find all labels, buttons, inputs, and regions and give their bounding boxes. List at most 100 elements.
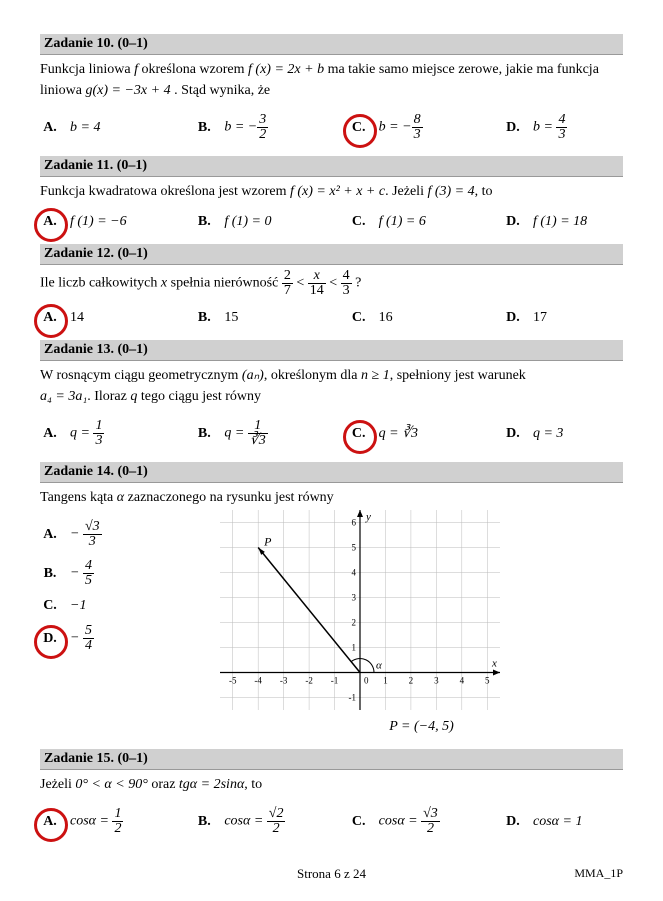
option-a[interactable]: A.− √33 [40, 520, 160, 549]
expr: f (x) = x² + x + c [290, 184, 385, 199]
opt-text: cosα = √22 [224, 807, 285, 836]
option-a[interactable]: A.14 [40, 310, 160, 326]
option-a[interactable]: A.f (1) = −6 [40, 214, 160, 230]
opt-label: A. [40, 426, 60, 442]
frac: 27 [282, 269, 293, 298]
opt-text: 16 [379, 310, 393, 326]
task-header: Zadanie 15. (0–1) [40, 749, 623, 770]
expr: f (x) = 2x + b [248, 62, 324, 77]
option-d[interactable]: D.q = 3 [503, 426, 623, 442]
opt-text: cosα = √32 [379, 807, 440, 836]
opt-label: D. [503, 120, 523, 136]
option-b[interactable]: B.− 45 [40, 559, 160, 588]
task-header: Zadanie 12. (0–1) [40, 244, 623, 265]
svg-text:2: 2 [352, 618, 357, 628]
opt-text: b = −32 [224, 113, 268, 142]
option-b[interactable]: B.f (1) = 0 [194, 214, 314, 230]
option-c[interactable]: C. 16 [349, 310, 469, 326]
opt-text: f (1) = 18 [533, 214, 587, 230]
option-d[interactable]: D.b = 43 [503, 113, 623, 142]
opt-text: − √33 [70, 520, 102, 549]
option-a[interactable]: A.q = 13 [40, 419, 160, 448]
cond: a₄ = 3a₁ [40, 389, 87, 404]
option-b[interactable]: B.15 [194, 310, 314, 326]
option-a[interactable]: A.b = 4 [40, 120, 160, 136]
cond: f (3) = 4 [427, 184, 474, 199]
text: ? [355, 276, 361, 291]
opt-label: C. [349, 120, 369, 136]
task-14-layout: A.− √33 B.− 45 C.−1 D.− 54 -5-4-3-2-1123… [40, 510, 623, 735]
task-body: Ile liczb całkowitych x spełnia nierówno… [40, 265, 623, 300]
svg-text:α: α [376, 660, 382, 672]
options-row: A.b = 4 B.b = −32 C. b = −83 D.b = 43 [40, 113, 623, 142]
svg-text:4: 4 [352, 568, 357, 578]
text: zaznaczonego na rysunku jest równy [124, 490, 334, 505]
text: , określonym dla [264, 368, 361, 383]
option-d[interactable]: D.17 [503, 310, 623, 326]
text: , to [244, 777, 262, 792]
opt-text: − 45 [70, 559, 94, 588]
svg-text:P: P [263, 535, 272, 549]
opt-label: B. [194, 426, 214, 442]
opt-label: D. [503, 426, 523, 442]
option-b[interactable]: B.q = 1∛3 [194, 419, 314, 448]
option-d[interactable]: D. f (1) = 18 [503, 214, 623, 230]
task-header: Zadanie 11. (0–1) [40, 156, 623, 177]
option-c[interactable]: C. −1 [40, 598, 160, 614]
opt-label: B. [194, 814, 214, 830]
text: Tangens kąta [40, 490, 117, 505]
task-header: Zadanie 13. (0–1) [40, 340, 623, 361]
point-caption: P = (−4, 5) [220, 719, 623, 735]
text: Jeżeli [40, 777, 75, 792]
option-d[interactable]: D.− 54 [40, 624, 160, 653]
doc-code: MMA_1P [574, 866, 623, 881]
text: określona wzorem [138, 62, 248, 77]
option-c[interactable]: C.f (1) = 6 [349, 214, 469, 230]
options-row: A.14 B.15 C. 16 D.17 [40, 310, 623, 326]
svg-text:-2: -2 [305, 676, 313, 686]
text: , to [475, 184, 493, 199]
option-c[interactable]: C.q = ∛3 [349, 425, 469, 442]
svg-text:1: 1 [352, 643, 357, 653]
option-d[interactable]: D.cosα = 1 [503, 814, 623, 830]
options-row: A.f (1) = −6 B.f (1) = 0 C.f (1) = 6 D. f… [40, 214, 623, 230]
task-body: Tangens kąta α zaznaczonego na rysunku j… [40, 483, 623, 510]
opt-text: −1 [70, 598, 86, 614]
svg-text:-5: -5 [229, 676, 237, 686]
text: W rosnącym ciągu geometrycznym [40, 368, 242, 383]
text: Ile liczb całkowitych [40, 276, 161, 291]
text: Funkcja liniowa [40, 62, 134, 77]
text: Funkcja kwadratowa określona jest wzorem [40, 184, 290, 199]
text: . Stąd wynika, że [171, 83, 271, 98]
options-row: A. cosα = 12 B. cosα = √22 C. cosα = √32 D.… [40, 807, 623, 836]
option-a[interactable]: A. cosα = 12 [40, 807, 160, 836]
task-header: Zadanie 14. (0–1) [40, 462, 623, 483]
coordinate-graph: -5-4-3-2-112345-11234560xyPα [220, 510, 500, 710]
opt-label: C. [40, 598, 60, 614]
text: tego ciągu jest równy [137, 389, 261, 404]
task-body: Funkcja liniowa f określona wzorem f (x)… [40, 55, 623, 103]
opt-label: A. [40, 814, 60, 830]
option-b[interactable]: B.b = −32 [194, 113, 314, 142]
option-c[interactable]: C. cosα = √32 [349, 807, 469, 836]
opt-text: − 54 [70, 624, 94, 653]
opt-label: D. [503, 214, 523, 230]
option-b[interactable]: B. cosα = √22 [194, 807, 314, 836]
cond: tgα = 2sinα [179, 777, 244, 792]
frac: x14 [308, 269, 326, 298]
opt-label: C. [349, 814, 369, 830]
opt-text: b = −83 [379, 113, 423, 142]
opt-label: C. [349, 310, 369, 326]
opt-text: q = ∛3 [379, 425, 418, 442]
task-body: Jeżeli 0° < α < 90° oraz tgα = 2sinα, to [40, 770, 623, 797]
opt-text: cosα = 1 [533, 814, 582, 830]
options-col: A.− √33 B.− 45 C. −1 D.− 54 [40, 520, 200, 653]
svg-text:1: 1 [383, 676, 388, 686]
page-footer: Strona 6 z 24 MMA_1P [40, 866, 623, 882]
option-c[interactable]: C. b = −83 [349, 113, 469, 142]
opt-text: cosα = 12 [70, 807, 123, 836]
svg-text:-4: -4 [254, 676, 262, 686]
task-header: Zadanie 10. (0–1) [40, 34, 623, 55]
svg-text:6: 6 [352, 518, 357, 528]
opt-label: A. [40, 310, 60, 326]
